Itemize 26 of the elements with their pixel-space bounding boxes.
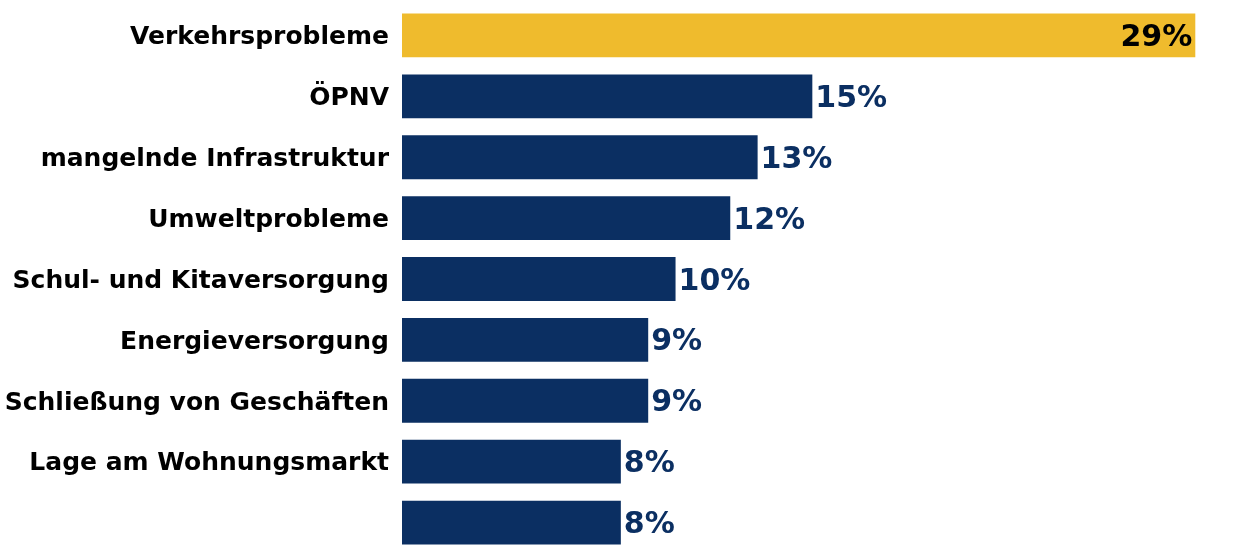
bar: [402, 378, 649, 423]
data-label: 8%: [623, 444, 675, 480]
bar: [402, 74, 813, 119]
bar: [402, 196, 731, 241]
y-tick-label: ÖPNV: [309, 81, 390, 112]
y-tick-label: Lage am Wohnungsmarkt: [29, 447, 390, 477]
bar: [402, 135, 758, 180]
data-label: 29%: [1120, 17, 1193, 53]
bar: [402, 500, 621, 545]
data-label: 12%: [733, 200, 806, 236]
bar: [402, 257, 676, 301]
data-label: 13%: [760, 139, 833, 175]
y-tick-label: mangelnde Infrastruktur: [40, 142, 390, 172]
bar: [402, 13, 1196, 58]
y-tick-label: Verkehrsprobleme: [129, 21, 389, 51]
data-label: 10%: [678, 261, 751, 297]
bar: [402, 439, 621, 484]
bar: [402, 317, 649, 362]
y-tick-label: Schul- und Kitaversorgung: [12, 264, 389, 294]
data-label: 8%: [623, 505, 675, 541]
data-label: 9%: [651, 322, 703, 358]
data-label: 15%: [815, 78, 888, 114]
y-tick-label: Energieversorgung: [120, 325, 389, 355]
y-tick-label: Umweltprobleme: [148, 203, 389, 233]
data-label: 9%: [651, 383, 703, 419]
y-tick-label: Schließung von Geschäften: [4, 386, 389, 416]
